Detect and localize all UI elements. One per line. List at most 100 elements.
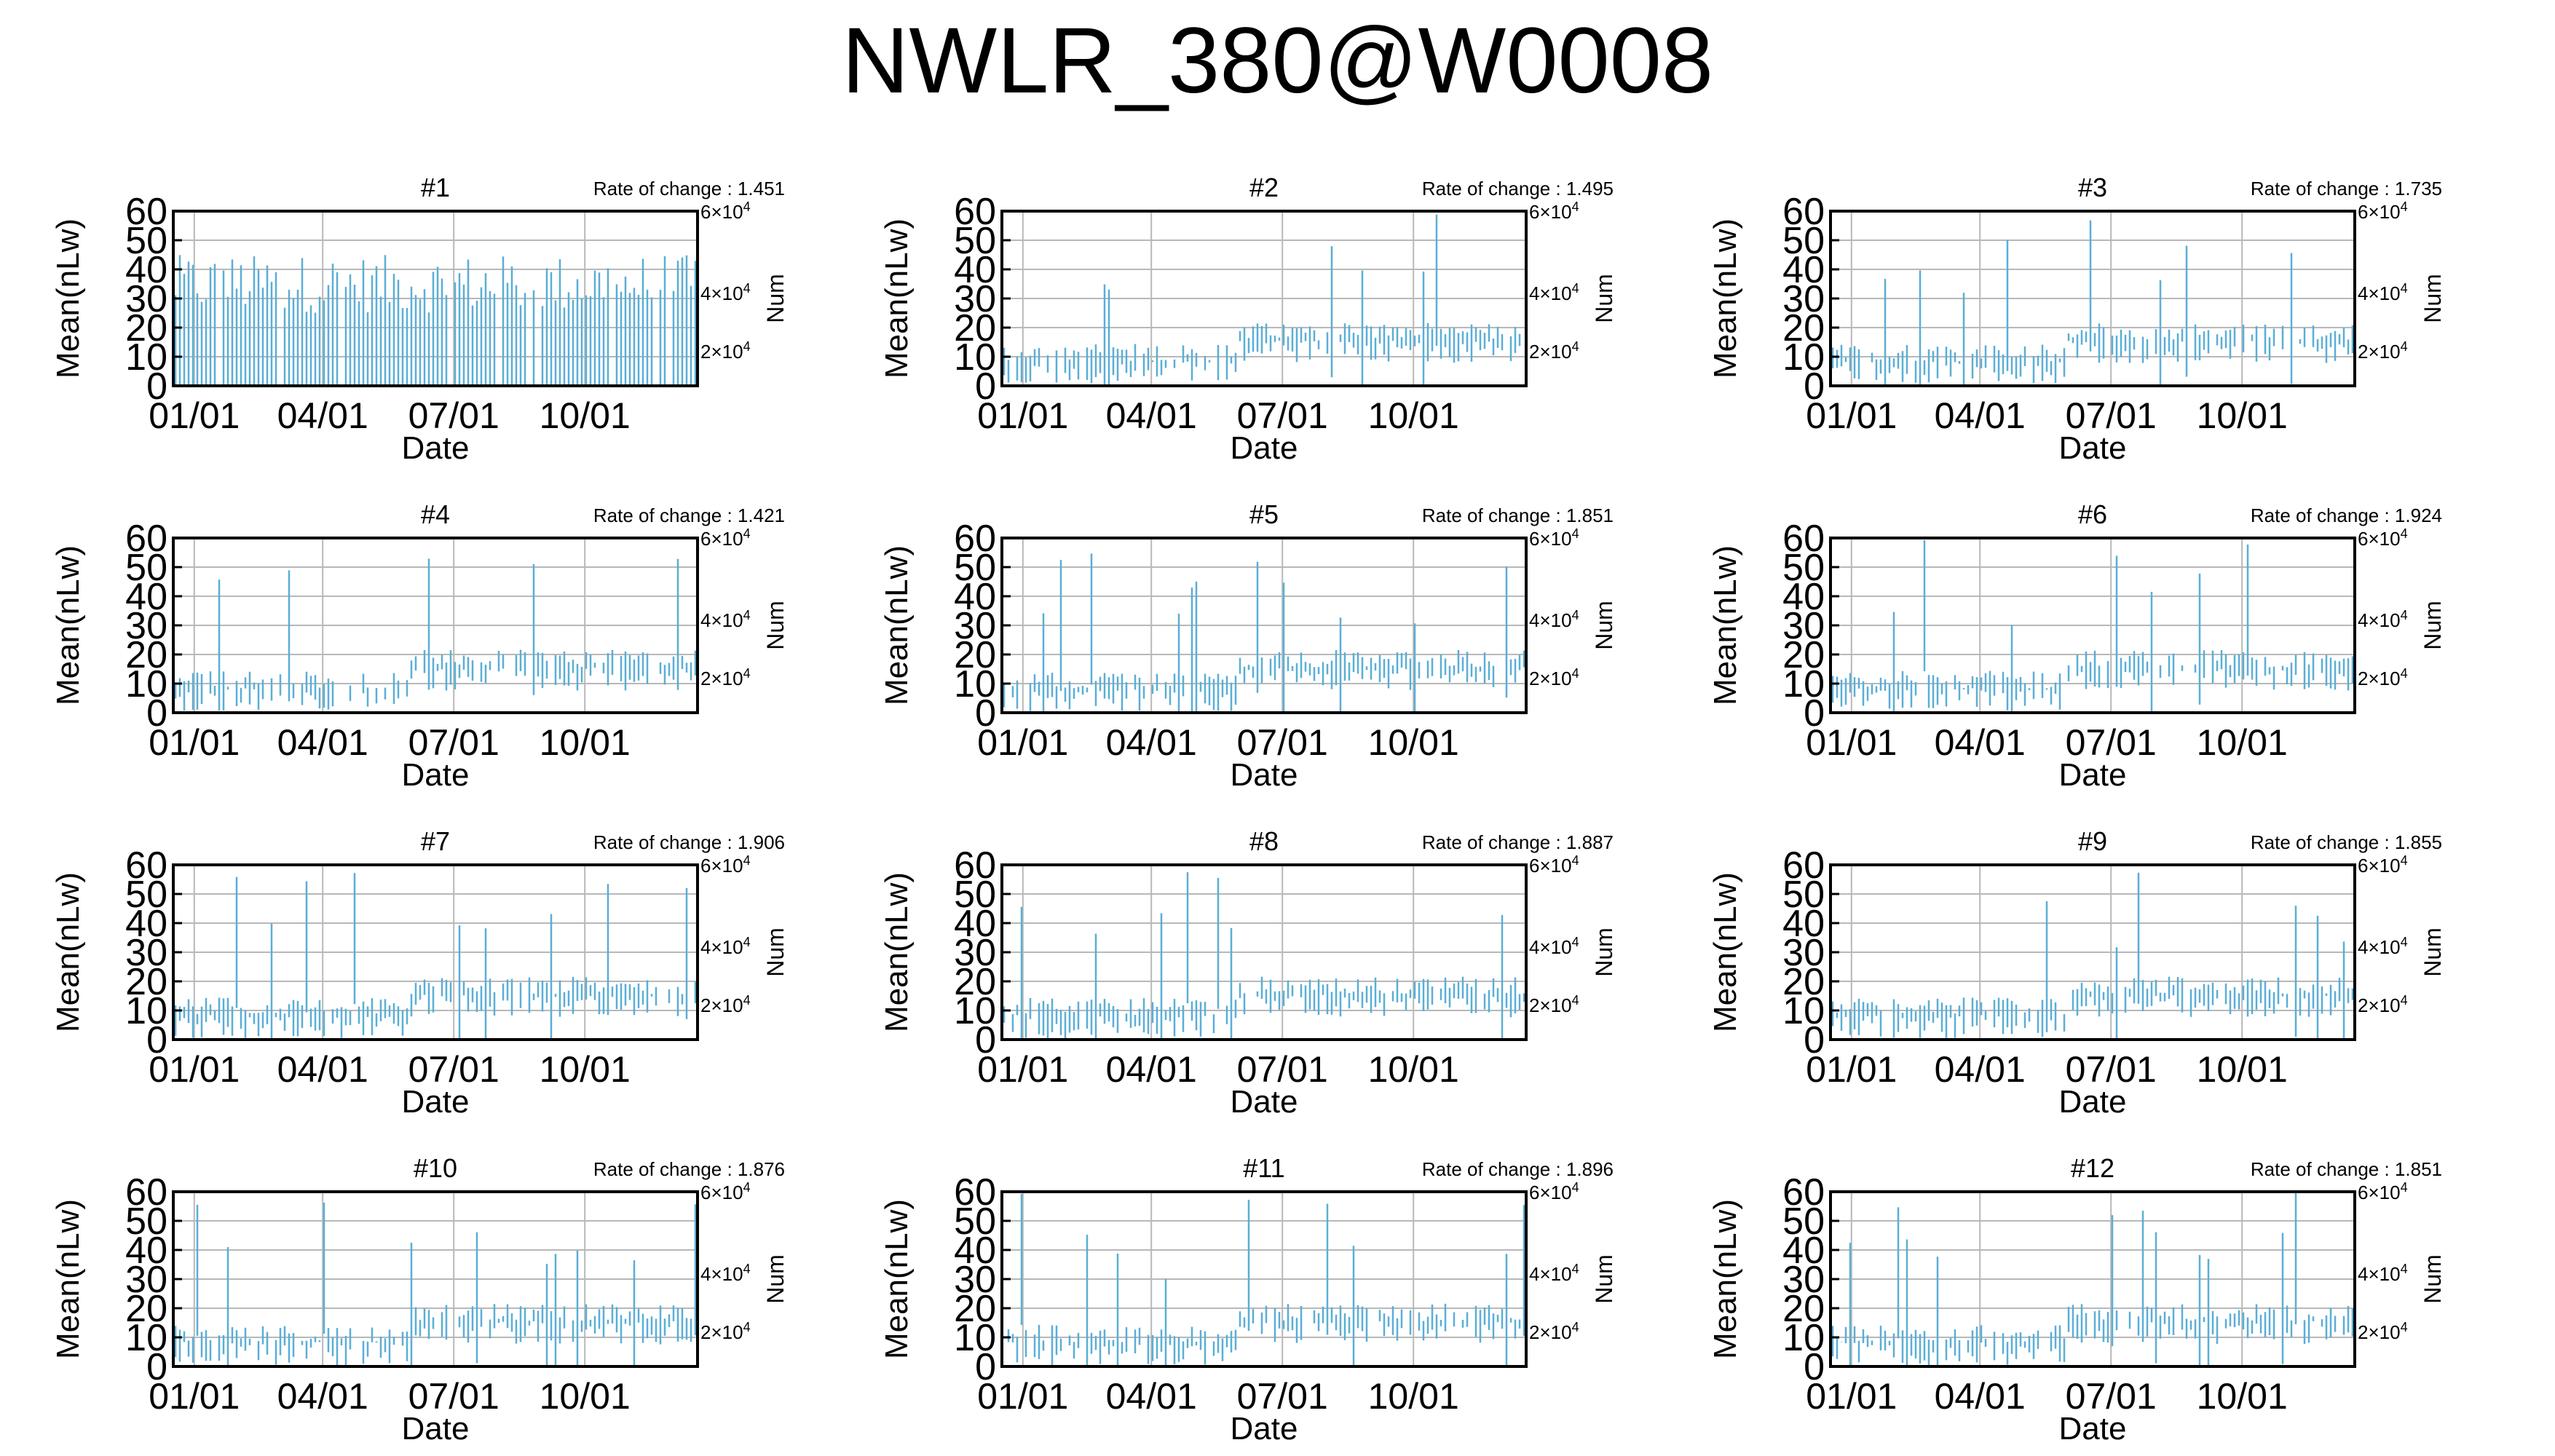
panel-title: #8 [1249, 826, 1279, 856]
x-tick-label: 01/01 [149, 1049, 240, 1090]
x-axis-label: Date [402, 1084, 470, 1120]
y-tick-label: 50 [954, 220, 996, 262]
y-axis-label: Mean(nLw) [50, 872, 86, 1032]
y-tick-label: 0 [146, 1346, 167, 1388]
y-tick-label: 50 [954, 874, 996, 916]
y-tick-label: 50 [954, 547, 996, 589]
x-tick-label: 04/01 [1935, 395, 2026, 436]
y-tick-label: 60 [125, 191, 167, 233]
x-tick-label: 04/01 [1106, 722, 1197, 763]
y-tick-label: 20 [125, 1288, 167, 1330]
panel-title: #7 [421, 826, 450, 856]
x-tick-label: 01/01 [149, 1376, 240, 1417]
y-tick-label: 40 [954, 1230, 996, 1272]
y-tick-label: 60 [954, 191, 996, 233]
x-tick-label: 04/01 [1106, 395, 1197, 436]
x-axis-label: Date [2059, 1411, 2127, 1447]
y2-tick-label: 4×104 [1529, 281, 1579, 304]
y-tick-label: 0 [1804, 692, 1825, 735]
x-tick-label: 10/01 [540, 1376, 631, 1417]
x-axis-label: Date [402, 1411, 470, 1447]
x-tick-label: 07/01 [408, 1049, 499, 1090]
y-tick-label: 60 [1782, 518, 1825, 560]
x-tick-label: 01/01 [149, 395, 240, 436]
y-tick-label: 40 [125, 903, 167, 945]
rate-of-change: Rate of change : 1.451 [593, 178, 785, 199]
y-tick-label: 0 [146, 692, 167, 735]
panel-title: #10 [414, 1153, 457, 1183]
y-tick-label: 20 [954, 634, 996, 676]
y-axis-label: Mean(nLw) [1707, 545, 1743, 705]
y-tick-label: 20 [1782, 961, 1825, 1003]
y2-tick-label: 6×104 [1529, 853, 1579, 877]
panel-title: #9 [2078, 826, 2107, 856]
y2-tick-label: 6×104 [1529, 1180, 1579, 1203]
y-tick-label: 60 [125, 844, 167, 887]
y-tick-label: 0 [146, 365, 167, 408]
x-tick-label: 04/01 [1106, 1049, 1197, 1090]
y2-tick-label: 4×104 [700, 1262, 751, 1285]
y-tick-label: 40 [125, 576, 167, 618]
y-tick-label: 20 [125, 307, 167, 349]
x-axis-label: Date [2059, 757, 2127, 793]
x-axis-label: Date [2059, 1084, 2127, 1120]
x-tick-label: 07/01 [1237, 722, 1328, 763]
y-tick-label: 60 [125, 1171, 167, 1214]
y-tick-label: 0 [1804, 1346, 1825, 1388]
y2-tick-label: 4×104 [2358, 935, 2408, 958]
y2-axis-label: Num [1591, 1254, 1617, 1304]
y-tick-label: 50 [125, 874, 167, 916]
x-tick-label: 10/01 [1368, 722, 1459, 763]
y2-axis-label: Num [1591, 601, 1617, 650]
x-tick-label: 07/01 [2066, 1049, 2157, 1090]
x-tick-label: 07/01 [2066, 722, 2157, 763]
y2-tick-label: 2×104 [2358, 993, 2408, 1016]
y2-axis-label: Num [762, 601, 789, 650]
x-axis-label: Date [1231, 430, 1298, 466]
y2-axis-label: Num [2420, 1254, 2446, 1304]
y-tick-label: 40 [1782, 1230, 1825, 1272]
y-axis-label: Mean(nLw) [50, 218, 86, 379]
x-tick-label: 01/01 [149, 722, 240, 763]
y-tick-label: 20 [1782, 1288, 1825, 1330]
x-tick-label: 01/01 [1806, 395, 1897, 436]
x-tick-label: 10/01 [1368, 1049, 1459, 1090]
y2-axis-label: Num [1591, 274, 1617, 323]
x-tick-label: 10/01 [1368, 395, 1459, 436]
y-axis-label: Mean(nLw) [879, 1199, 915, 1359]
y-tick-label: 60 [954, 518, 996, 560]
y-axis-label: Mean(nLw) [879, 545, 915, 705]
y2-tick-label: 2×104 [700, 666, 751, 689]
y-tick-label: 0 [1804, 365, 1825, 408]
y2-tick-label: 6×104 [1529, 526, 1579, 550]
rate-of-change: Rate of change : 1.924 [2251, 505, 2442, 526]
x-tick-label: 10/01 [2197, 395, 2288, 436]
y2-tick-label: 4×104 [2358, 281, 2408, 304]
x-axis-label: Date [1231, 1084, 1298, 1120]
panel-title: #11 [1243, 1153, 1284, 1183]
y-tick-label: 20 [1782, 634, 1825, 676]
y2-tick-label: 2×104 [2358, 1320, 2408, 1343]
y-tick-label: 0 [975, 1019, 996, 1061]
y-tick-label: 20 [954, 961, 996, 1003]
y2-tick-label: 6×104 [2358, 199, 2408, 223]
y2-tick-label: 6×104 [700, 853, 751, 877]
y2-tick-label: 4×104 [2358, 1262, 2408, 1285]
y-tick-label: 30 [954, 932, 996, 974]
x-tick-label: 01/01 [977, 1376, 1068, 1417]
rate-of-change: Rate of change : 1.896 [1422, 1158, 1614, 1180]
x-tick-label: 07/01 [1237, 1376, 1328, 1417]
y-tick-label: 30 [125, 605, 167, 647]
y-tick-label: 40 [125, 249, 167, 291]
y2-axis-label: Num [1591, 927, 1617, 977]
y-tick-label: 30 [954, 605, 996, 647]
y2-axis-label: Num [762, 1254, 789, 1304]
x-tick-label: 10/01 [1368, 1376, 1459, 1417]
